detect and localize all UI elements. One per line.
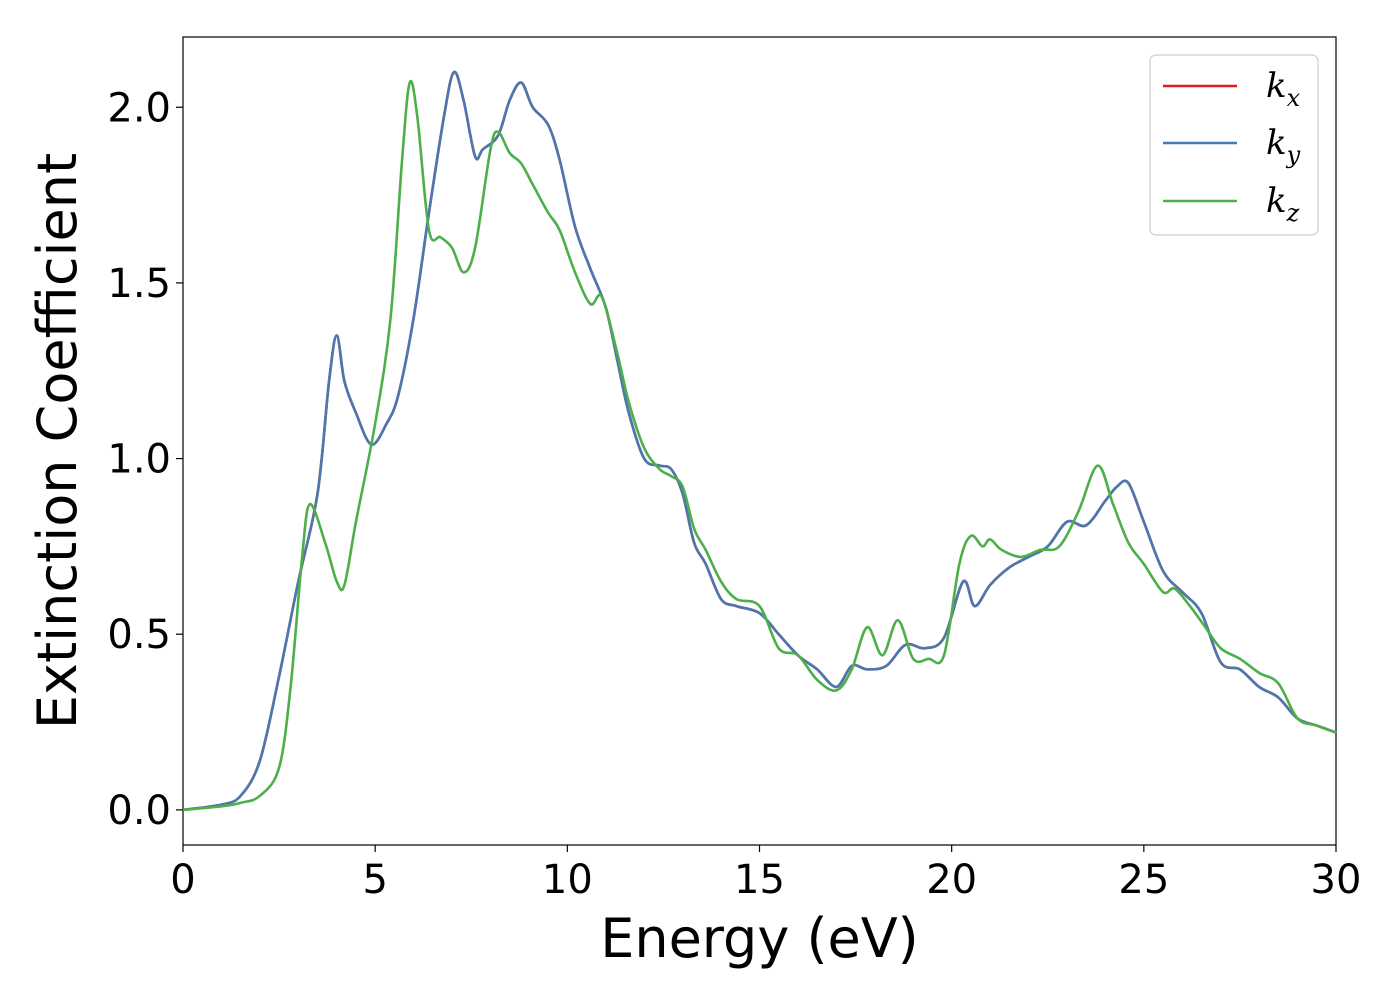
series-line-z — [182, 79, 1337, 812]
y-tick-label: 1.5 — [107, 261, 171, 307]
x-tick-label: 20 — [926, 857, 977, 903]
x-tick-label: 25 — [1118, 857, 1169, 903]
y-tick-label: 2.0 — [107, 85, 171, 131]
legend-label-x: kx — [1266, 66, 1301, 112]
y-tick-label: 0.0 — [107, 788, 171, 834]
legend-label-z: kz — [1266, 181, 1300, 227]
y-axis-label: Extinction Coefficient — [26, 153, 89, 729]
plot-frame — [182, 36, 1337, 846]
legend-label-y: ky — [1266, 123, 1301, 169]
x-tick-label: 10 — [542, 857, 593, 903]
y-tick-label: 0.5 — [107, 612, 171, 658]
y-axis-ticks: 0.0 0.5 1.0 1.5 2.0 — [107, 85, 183, 834]
series-layer — [182, 70, 1337, 812]
legend-box — [1149, 54, 1319, 236]
series-line-y — [182, 70, 1337, 812]
x-tick-label: 5 — [362, 857, 387, 903]
legend: kx ky kz — [1149, 54, 1319, 236]
x-tick-label: 0 — [170, 857, 195, 903]
x-tick-label: 30 — [1311, 857, 1362, 903]
x-axis-ticks: 0 5 10 15 20 25 30 — [170, 845, 1361, 903]
x-axis-label: Energy (eV) — [600, 907, 919, 970]
x-tick-label: 15 — [734, 857, 785, 903]
y-tick-label: 1.0 — [107, 437, 171, 483]
